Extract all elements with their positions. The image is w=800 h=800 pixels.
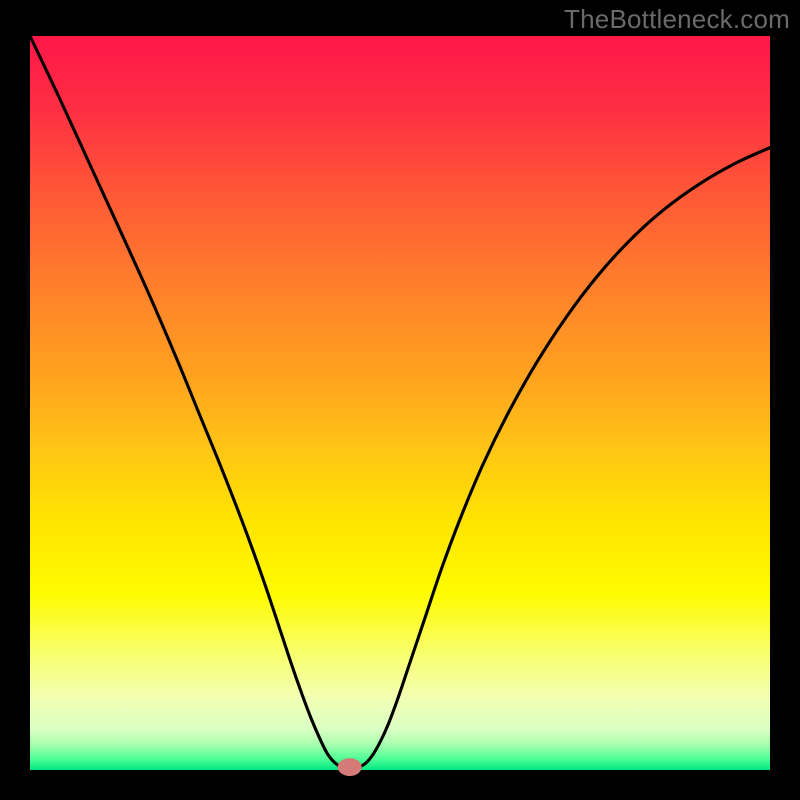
plot-area <box>30 36 770 770</box>
chart-container: TheBottleneck.com <box>0 0 800 800</box>
bottleneck-chart-svg <box>0 0 800 800</box>
watermark-label: TheBottleneck.com <box>564 4 790 35</box>
optimal-point-marker <box>338 758 362 776</box>
